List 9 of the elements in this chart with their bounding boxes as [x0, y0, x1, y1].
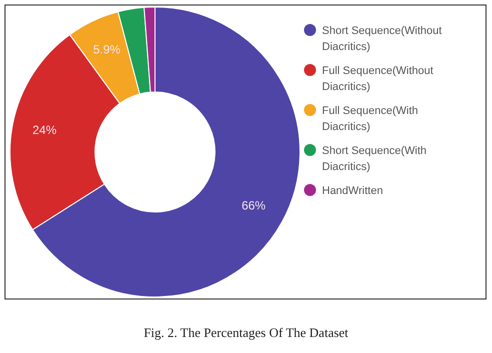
text: Fig. 2. The Percentages Of The Dataset — [144, 325, 349, 340]
data-label: 66% — [242, 198, 266, 212]
legend-label: Full Sequence(With Diacritics) — [322, 105, 418, 133]
legend-label: Short Sequence(With Diacritics) — [322, 145, 427, 173]
legend-label: HandWritten — [322, 185, 383, 197]
legend-label: Full Sequence(Without Diacritics) — [322, 65, 434, 93]
data-label: 5.9% — [93, 42, 121, 57]
data-label: 24% — [32, 123, 57, 138]
legend-label: Short Sequence(Without Diacritics) — [322, 25, 442, 53]
